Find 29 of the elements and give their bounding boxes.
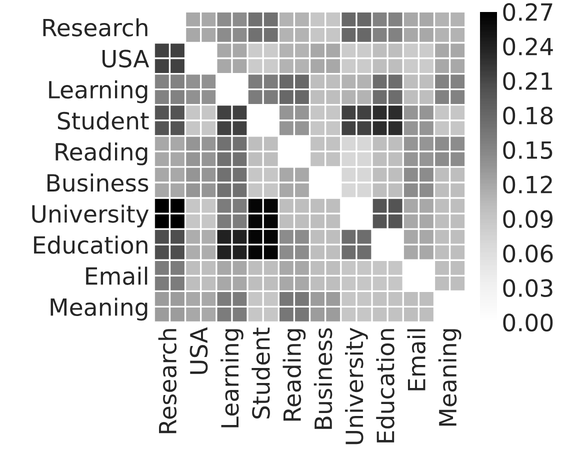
x-tick-label: USA [190,327,208,374]
x-tick-label: Student [252,328,270,418]
color-bar-label: 0.03 [503,279,552,298]
color-bar-label: 0.00 [503,314,553,332]
x-tick-label: Meaning [438,329,462,426]
y-tick-label: Research [43,18,148,37]
y-tick-label: Reading [56,142,148,166]
y-tick-label: Business [48,174,148,192]
x-tick-label: Learning [220,329,244,428]
color-bar-label: 0.27 [503,3,552,21]
color-bar-label: 0.09 [503,210,553,228]
color-bar-label: 0.24 [503,38,553,56]
x-tick-label: Email [407,329,426,390]
x-tick-label: University [345,328,368,444]
y-tick-label: Education [34,236,148,254]
color-bar-label: 0.12 [503,176,552,194]
x-tick-label: Reading [282,329,306,421]
x-tick-label: Business [314,328,332,429]
color-bar-label: 0.06 [503,244,553,263]
x-tick-label: Education [376,329,394,442]
y-tick-label: Meaning [50,298,148,321]
color-bar-label: 0.18 [503,106,553,124]
y-tick-label: University [32,204,149,228]
y-tick-label: Student [58,111,149,130]
y-tick-label: Learning [49,80,148,104]
y-tick-label: Email [86,266,148,285]
y-tick-label: USA [102,50,150,68]
color-bar-label: 0.15 [503,141,552,160]
color-bar-label: 0.21 [503,72,552,90]
